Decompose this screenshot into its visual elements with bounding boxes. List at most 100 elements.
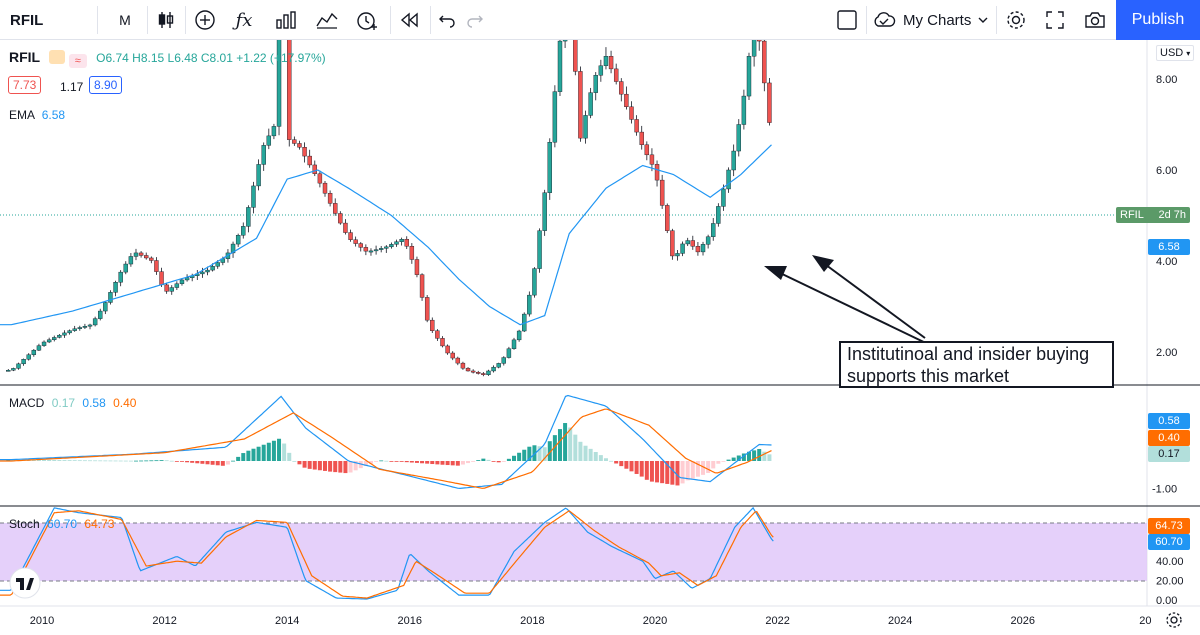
wave-icon: ≈ (68, 54, 87, 68)
candle-body (613, 68, 619, 82)
macd-histogram-bar (649, 461, 654, 482)
macd-histogram-bar (573, 434, 578, 461)
candle-body (593, 75, 598, 93)
publish-button[interactable]: Publish (1116, 0, 1200, 40)
candle-body (603, 56, 609, 66)
macd-histogram-bar (757, 449, 762, 461)
macd-histogram-bar (36, 459, 41, 461)
ask-price-box[interactable]: 8.90 (89, 76, 123, 94)
candle-body (659, 179, 665, 206)
annotation-line-1: Institutinoal and insider buying (847, 344, 1090, 364)
macd-histogram-bar (583, 445, 588, 461)
macd-histogram-bar (481, 458, 486, 461)
candle-body (404, 239, 409, 247)
stoch-label[interactable]: Stoch (9, 517, 40, 531)
macd-histogram-bar (430, 461, 435, 465)
candle-body (41, 341, 47, 346)
macd-histogram-bar (716, 461, 721, 464)
candle-body (57, 334, 62, 338)
cloud-icon[interactable] (872, 0, 896, 40)
candle-body (414, 259, 420, 275)
candle-body (343, 222, 348, 233)
candle-body (36, 345, 42, 351)
candles-icon[interactable] (153, 0, 179, 40)
chart-canvas[interactable]: 2.004.006.008.0010.0012.0014.00-1.000.00… (0, 40, 1200, 635)
macd-histogram-bar (333, 461, 338, 473)
symbol-search-button[interactable]: RFIL (10, 11, 44, 29)
fx-icon[interactable]: ƒx (235, 9, 253, 31)
macd-histogram-bar (593, 451, 598, 461)
chart-area[interactable]: 2.004.006.008.0010.0012.0014.00-1.000.00… (0, 40, 1200, 635)
candle-body (649, 154, 655, 165)
layout-icon[interactable] (833, 0, 861, 40)
chart-settings-gear-icon[interactable] (1166, 612, 1182, 628)
macd-histogram-bar (532, 445, 537, 461)
candle-body (491, 366, 496, 372)
add-indicator-icon[interactable] (191, 0, 219, 40)
annotation-box[interactable]: Institutinoal and insider buying support… (839, 341, 1114, 388)
macd-axis-tick: -1.00 (1152, 484, 1177, 496)
macd-histogram-bar (164, 460, 169, 462)
macd-histogram-bar (133, 460, 138, 462)
replay-icon[interactable] (396, 0, 422, 40)
my-charts-label[interactable]: My Charts (903, 11, 972, 29)
candle-body (358, 243, 363, 248)
candle-body (430, 319, 435, 331)
currency-selector[interactable]: USD ▾ (1156, 45, 1195, 61)
candle-body (92, 318, 98, 326)
undo-icon[interactable] (436, 0, 458, 40)
candle-body (276, 40, 282, 127)
candle-body (210, 266, 215, 271)
main-legend: RFIL ≈ O6.74 H8.15 L6.48 C8.01 +1.22 (+1… (9, 49, 326, 68)
candle-body (302, 147, 307, 157)
stoch-k-line (0, 506, 774, 600)
candle-body (624, 93, 629, 108)
settings-icon[interactable] (1002, 0, 1030, 40)
candle-body (460, 362, 466, 369)
macd-histogram-bar (88, 460, 93, 462)
camera-icon[interactable] (1081, 0, 1109, 40)
candle-body (363, 247, 369, 252)
candle-body (711, 223, 716, 237)
macd-histogram-bar (231, 460, 236, 462)
bars-icon[interactable] (272, 0, 300, 40)
candle-body (378, 248, 384, 250)
redo-icon[interactable] (464, 0, 486, 40)
candle-body (767, 82, 772, 123)
macd-histogram-bar (741, 453, 746, 461)
candle-body (72, 328, 77, 331)
annotation-arrows (764, 255, 931, 346)
bid-price-box[interactable]: 7.73 (8, 76, 42, 94)
legend-symbol[interactable]: RFIL (9, 49, 41, 65)
macd-label[interactable]: MACD (9, 396, 45, 410)
candle-body (757, 40, 762, 42)
candle-body (271, 126, 277, 137)
macd-histogram-bar (57, 460, 62, 461)
macd-histogram-bar (128, 460, 133, 462)
candle-body (67, 330, 72, 334)
chevron-down-icon[interactable] (976, 0, 990, 40)
macd-histogram-bar (522, 449, 527, 461)
interval-button[interactable]: M (119, 12, 131, 28)
macd-histogram-bar (644, 461, 649, 480)
candle-body (241, 226, 246, 236)
macd-histogram-bar (77, 460, 82, 462)
ema-label[interactable]: EMA (9, 108, 35, 122)
macd-histogram-bar (609, 460, 614, 462)
macd-histogram-bar (404, 461, 409, 463)
macd-histogram-bar (118, 460, 123, 462)
macd-histogram-bar (731, 457, 736, 461)
macd-histogram-bar (634, 461, 639, 474)
macd-histogram-bar (200, 461, 205, 464)
alert-icon[interactable] (353, 0, 381, 40)
chevron-down-icon: ▾ (1186, 49, 1191, 58)
compare-icon[interactable] (313, 0, 341, 40)
macd-histogram-bar (746, 451, 751, 461)
candle-body (506, 348, 512, 358)
candle-body (108, 292, 113, 303)
fullscreen-icon[interactable] (1041, 0, 1069, 40)
stoch-lines (0, 506, 774, 600)
macd-histogram-bar (542, 447, 547, 461)
macd-histogram-bar (491, 461, 496, 462)
candle-body (348, 232, 353, 240)
